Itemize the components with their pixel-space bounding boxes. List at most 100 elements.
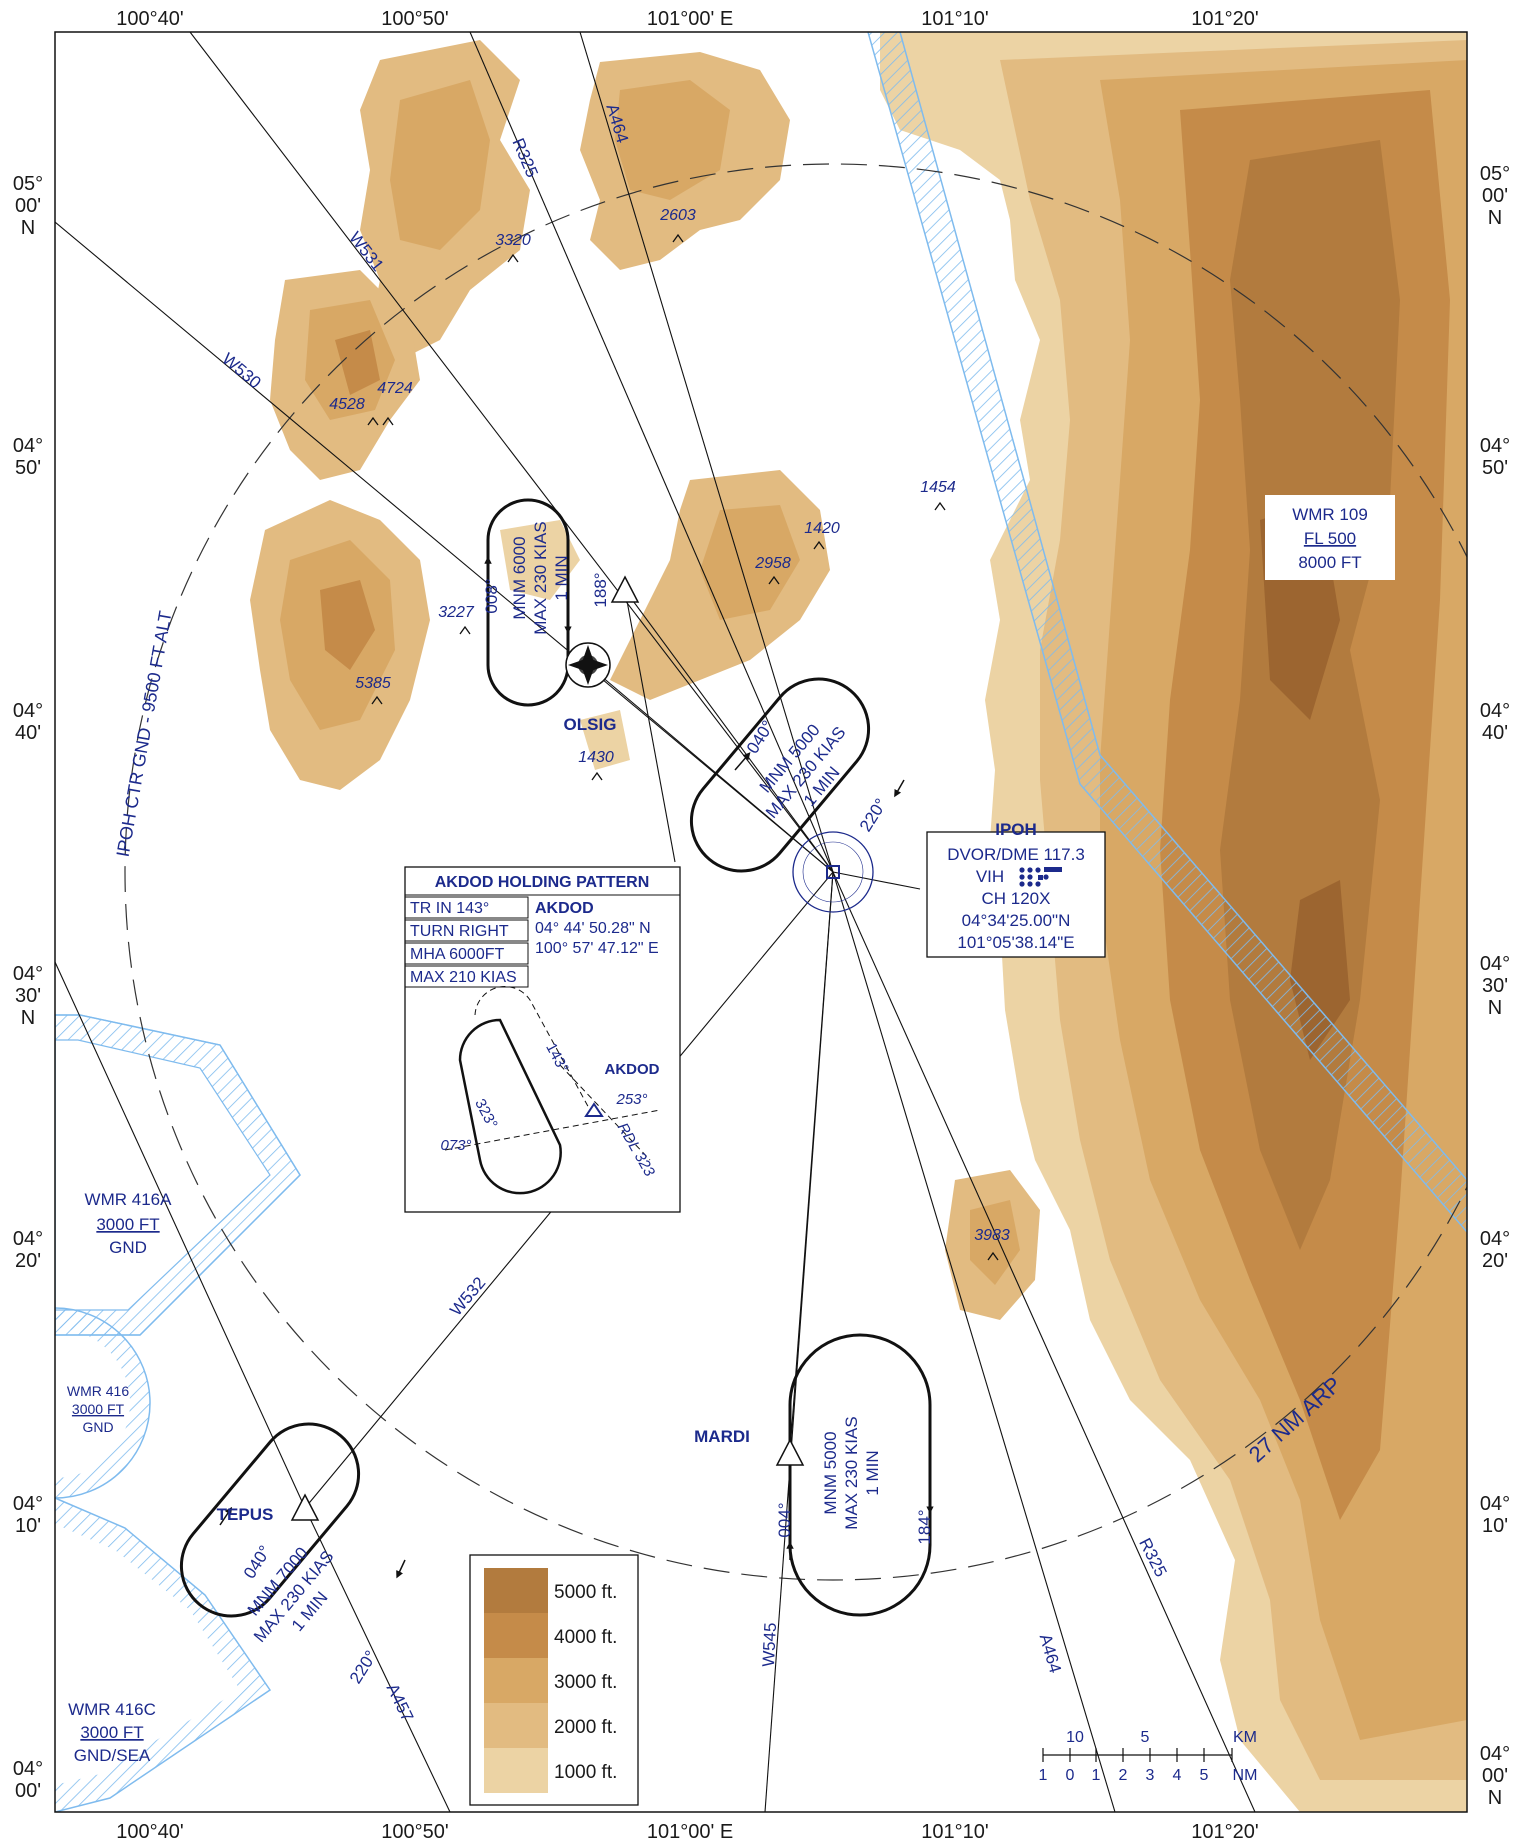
- spot-height: 2603: [659, 207, 696, 224]
- lat-label-left-4-min: 30': [15, 985, 41, 1007]
- restricted-airspace: [55, 32, 1467, 1812]
- navaid-lon: 101°05'38.14"E: [957, 933, 1074, 952]
- scale-nm-1: 1: [1092, 1767, 1101, 1784]
- spot-height: 1420: [804, 520, 840, 537]
- lat-label-left-1-deg: 05°: [13, 173, 43, 195]
- lat-label-right-4-hemi: N: [1488, 997, 1502, 1019]
- lon-label-bottom-1: 100°40': [116, 1821, 183, 1843]
- lat-label-left-1-hemi: N: [21, 217, 35, 239]
- lat-label-left-1-min: 00': [15, 195, 41, 217]
- lat-label-left-5-deg: 04°: [13, 1228, 43, 1250]
- lat-label-right-7-min: 00': [1482, 1765, 1508, 1787]
- wmr109-lower: 8000 FT: [1298, 553, 1361, 572]
- akdod-row-1: TR IN 143°: [410, 900, 489, 917]
- hold-arrows: [219, 556, 934, 1579]
- legend-label-4: 2000 ft.: [554, 1717, 617, 1738]
- navaid-name: IPOH: [995, 820, 1037, 839]
- spot-height: 2958: [754, 555, 791, 572]
- lat-label-right-2-min: 50': [1482, 457, 1508, 479]
- wmr416a-name: WMR 416A: [85, 1190, 173, 1209]
- legend-label-2: 4000 ft.: [554, 1627, 617, 1648]
- akdod-diagram-073: 073°: [440, 1137, 471, 1154]
- scale-km-unit: KM: [1233, 1729, 1257, 1746]
- lon-label-bottom-4: 101°10': [921, 1821, 988, 1843]
- lat-label-right-3-min: 40': [1482, 722, 1508, 744]
- spot-height: 1430: [578, 749, 614, 766]
- navaid-channel: CH 120X: [982, 889, 1051, 908]
- lon-label-bottom-5: 101°20': [1191, 1821, 1258, 1843]
- akdod-diagram-fix: AKDOD: [605, 1061, 660, 1078]
- lat-label-left-2-deg: 04°: [13, 435, 43, 457]
- scale-km-5: 5: [1141, 1729, 1150, 1746]
- legend-label-1: 5000 ft.: [554, 1582, 617, 1603]
- scale-bar: [1042, 1748, 1233, 1762]
- ipoh-hold-inbound: 040°: [743, 717, 778, 757]
- spot-height-markers: [367, 233, 999, 1261]
- wmr109-upper: FL 500: [1304, 529, 1356, 548]
- scale-nm-5: 5: [1200, 1767, 1209, 1784]
- airway-a464-bottom: A464: [1036, 1632, 1065, 1675]
- lat-label-left-3-deg: 04°: [13, 700, 43, 722]
- mardi-l2: MAX 230 KIAS: [842, 1416, 861, 1529]
- wmr416-lower: GND: [82, 1419, 113, 1435]
- mardi-fix-name: MARDI: [694, 1427, 750, 1446]
- lon-label-top-2: 100°50': [381, 8, 448, 30]
- olsig-l3: 1 MIN: [552, 555, 571, 600]
- lat-label-right-5-min: 20': [1482, 1250, 1508, 1272]
- lat-label-right-1-min: 00': [1482, 185, 1508, 207]
- olsig-fix-name: OLSIG: [564, 715, 617, 734]
- lat-label-right-6-deg: 04°: [1480, 1493, 1510, 1515]
- spot-height: 3320: [495, 232, 531, 249]
- triangle-fixes: [290, 575, 805, 1521]
- lat-label-left-2-min: 50': [15, 457, 41, 479]
- lat-label-right-1-deg: 05°: [1480, 163, 1510, 185]
- scale-nm-4: 4: [1173, 1767, 1182, 1784]
- olsig-outbound: 008°: [482, 578, 501, 613]
- akdod-lon: 100° 57' 47.12" E: [535, 940, 659, 957]
- airway-w530: W530: [218, 349, 264, 392]
- lat-label-right-7-hemi: N: [1488, 1787, 1502, 1809]
- mardi-l1: MNM 5000: [821, 1431, 840, 1514]
- lat-label-right-6-min: 10': [1482, 1515, 1508, 1537]
- lat-label-right-1-hemi: N: [1488, 207, 1502, 229]
- mardi-inbound: 004°: [775, 1502, 794, 1537]
- wmr109-box: [1265, 495, 1395, 580]
- mardi-outbound: 184°: [915, 1509, 934, 1544]
- tepus-outbound: 220°: [346, 1647, 381, 1687]
- scale-nm-1a: 1: [1039, 1767, 1048, 1784]
- wmr416c-name: WMR 416C: [68, 1700, 156, 1719]
- lat-label-right-3-deg: 04°: [1480, 700, 1510, 722]
- spot-height: 4528: [329, 396, 365, 413]
- scale-km-10: 10: [1066, 1729, 1084, 1746]
- scale-nm-2: 2: [1119, 1767, 1128, 1784]
- lon-label-bottom-2: 100°50': [381, 1821, 448, 1843]
- navaid-ident: VIH: [976, 867, 1004, 886]
- navaid-type-freq: DVOR/DME 117.3: [947, 845, 1085, 864]
- tepus-fix-name: TEPUS: [217, 1505, 274, 1524]
- mardi-l3: 1 MIN: [863, 1450, 882, 1495]
- ctr-label: IPOH CTR GND - 9500 FT ALT: [113, 609, 176, 858]
- lon-label-top-4: 101°10': [921, 8, 988, 30]
- lon-label-top-1: 100°40': [116, 8, 183, 30]
- vor-rose: [792, 831, 874, 913]
- lat-label-left-5-min: 20': [15, 1250, 41, 1272]
- lat-label-left-6-min: 10': [15, 1515, 41, 1537]
- legend-label-3: 3000 ft.: [554, 1672, 617, 1693]
- lat-label-left-7-min: 00': [15, 1780, 41, 1802]
- akdod-row-4: MAX 210 KIAS: [410, 969, 517, 986]
- ctr-boundary: [124, 163, 1467, 1581]
- wmr416-name: WMR 416: [67, 1383, 129, 1399]
- elevation-legend: [469, 1554, 639, 1806]
- lat-label-left-3-min: 40': [15, 722, 41, 744]
- lat-label-left-4-deg: 04°: [13, 963, 43, 985]
- wmr109-name: WMR 109: [1292, 505, 1368, 524]
- wmr416-upper: 3000 FT: [72, 1401, 125, 1417]
- olsig-inbound: 188°: [591, 572, 610, 607]
- akdod-lat: 04° 44' 50.28" N: [535, 920, 651, 937]
- lon-label-top-5: 101°20': [1191, 8, 1258, 30]
- lat-label-left-7-deg: 04°: [13, 1758, 43, 1780]
- lon-label-bottom-3: 101°00' E: [647, 1821, 733, 1843]
- spot-height: 4724: [377, 380, 413, 397]
- akdod-row-3: MHA 6000FT: [410, 946, 504, 963]
- lat-label-right-4-min: 30': [1482, 975, 1508, 997]
